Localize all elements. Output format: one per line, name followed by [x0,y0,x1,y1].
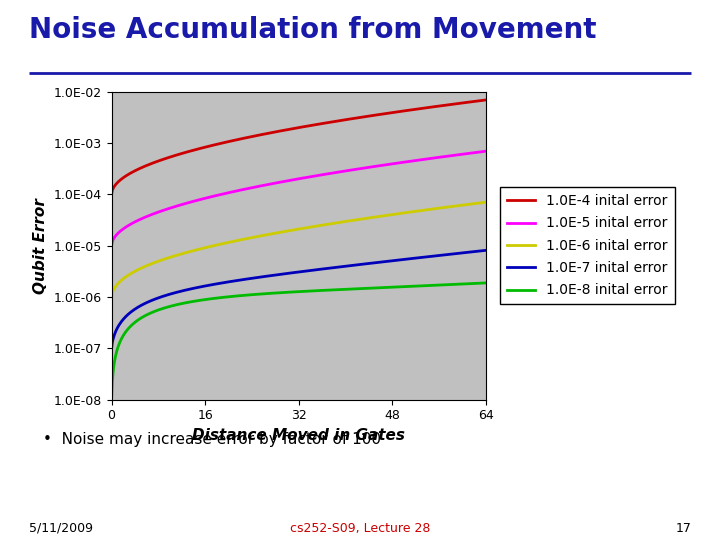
1.0E-5 inital error [310,173,318,179]
1.0E-5 inital error [482,148,490,154]
1.0E-8 inital error [310,288,318,294]
1.0E-5 inital error [330,170,338,176]
Line: 1.0E-7 inital error: 1.0E-7 inital error [112,251,486,348]
1.0E-5 inital error [285,177,294,184]
1.0E-6 inital error [107,294,116,300]
1.0E-6 inital error [310,223,318,230]
1.0E-7 inital error [482,247,490,254]
Y-axis label: Qubit Error: Qubit Error [33,198,48,294]
1.0E-8 inital error [285,289,294,295]
1.0E-4 inital error [330,118,338,125]
1.0E-5 inital error [414,157,423,164]
1.0E-6 inital error [482,199,490,205]
Text: •  Noise may increase error by factor of 100: • Noise may increase error by factor of … [43,432,381,447]
1.0E-5 inital error [107,242,116,249]
X-axis label: Distance Moved in Gates: Distance Moved in Gates [192,428,405,443]
Line: 1.0E-6 inital error: 1.0E-6 inital error [112,202,486,297]
1.0E-7 inital error [330,264,338,271]
Text: 17: 17 [675,522,691,535]
1.0E-5 inital error [472,149,481,156]
Legend: 1.0E-4 inital error, 1.0E-5 inital error, 1.0E-6 inital error, 1.0E-7 inital err: 1.0E-4 inital error, 1.0E-5 inital error… [500,187,675,305]
1.0E-4 inital error [482,97,490,103]
Text: cs252-S09, Lecture 28: cs252-S09, Lecture 28 [290,522,430,535]
Line: 1.0E-4 inital error: 1.0E-4 inital error [112,100,486,194]
1.0E-8 inital error [414,283,423,289]
1.0E-7 inital error [310,267,318,273]
Text: 5/11/2009: 5/11/2009 [29,522,93,535]
1.0E-4 inital error [414,106,423,112]
1.0E-4 inital error [310,122,318,128]
1.0E-7 inital error [472,248,481,254]
1.0E-7 inital error [285,270,294,276]
1.0E-4 inital error [287,126,296,132]
1.0E-8 inital error [330,287,338,293]
1.0E-8 inital error [287,289,296,295]
1.0E-7 inital error [107,345,116,352]
1.0E-6 inital error [472,200,481,206]
Text: Noise Accumulation from Movement: Noise Accumulation from Movement [29,16,596,44]
1.0E-8 inital error [482,280,490,286]
1.0E-4 inital error [472,98,481,104]
1.0E-6 inital error [287,227,296,233]
1.0E-6 inital error [414,208,423,214]
1.0E-4 inital error [107,191,116,198]
1.0E-7 inital error [414,254,423,261]
1.0E-4 inital error [285,126,294,132]
1.0E-6 inital error [330,220,338,226]
1.0E-6 inital error [285,227,294,234]
1.0E-8 inital error [472,280,481,287]
Line: 1.0E-8 inital error: 1.0E-8 inital error [112,283,486,400]
1.0E-8 inital error [107,396,116,403]
1.0E-5 inital error [287,177,296,183]
Line: 1.0E-5 inital error: 1.0E-5 inital error [112,151,486,246]
1.0E-7 inital error [287,269,296,276]
